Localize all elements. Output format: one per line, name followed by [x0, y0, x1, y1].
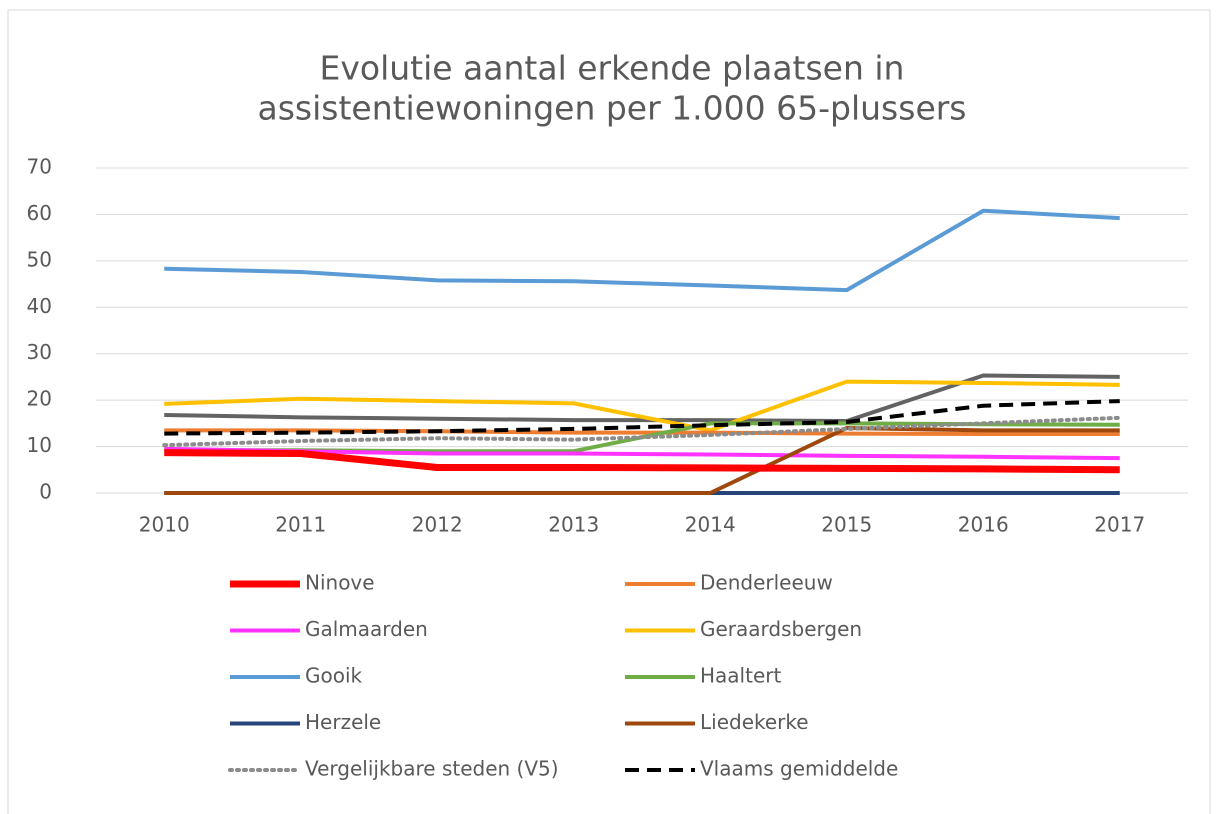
x-tick-label: 2010	[139, 513, 190, 537]
x-tick-label: 2017	[1094, 513, 1145, 537]
series-line	[164, 208, 1120, 293]
legend-label: Geraardsbergen	[700, 617, 862, 641]
x-tick-label: 2015	[821, 513, 872, 537]
x-tick-label: 2014	[685, 513, 736, 537]
x-tick-label: 2012	[412, 513, 463, 537]
y-tick-label: 70	[27, 155, 52, 179]
legend-label: Haaltert	[700, 664, 781, 688]
legend-label: Vergelijkbare steden (V5)	[305, 757, 559, 781]
y-tick-label: 0	[39, 480, 52, 504]
legend-label: Herzele	[305, 710, 381, 734]
series-line	[162, 415, 1122, 448]
x-tick-label: 2011	[275, 513, 326, 537]
chart-title: assistentiewoningen per 1.000 65-plusser…	[257, 89, 966, 128]
x-tick-label: 2013	[548, 513, 599, 537]
series-line	[164, 426, 1120, 495]
legend-label: Gooik	[305, 664, 363, 688]
legend-label: Ninove	[305, 571, 375, 595]
series-line	[164, 449, 1120, 474]
y-tick-label: 60	[27, 201, 52, 225]
legend-label: Galmaarden	[305, 617, 428, 641]
y-tick-label: 40	[27, 294, 52, 318]
series-line	[164, 446, 1120, 461]
legend-label: Vlaams gemiddelde	[700, 757, 898, 781]
series-line	[164, 399, 1120, 436]
chart-title: Evolutie aantal erkende plaatsen in	[320, 49, 905, 88]
series-line	[164, 379, 1120, 433]
legend-label: Liedekerke	[700, 710, 809, 734]
y-tick-label: 30	[27, 340, 52, 364]
y-tick-label: 10	[27, 433, 52, 457]
legend-label: Denderleeuw	[700, 571, 833, 595]
y-tick-label: 50	[27, 247, 52, 271]
y-tick-label: 20	[27, 387, 52, 411]
x-tick-label: 2016	[958, 513, 1009, 537]
